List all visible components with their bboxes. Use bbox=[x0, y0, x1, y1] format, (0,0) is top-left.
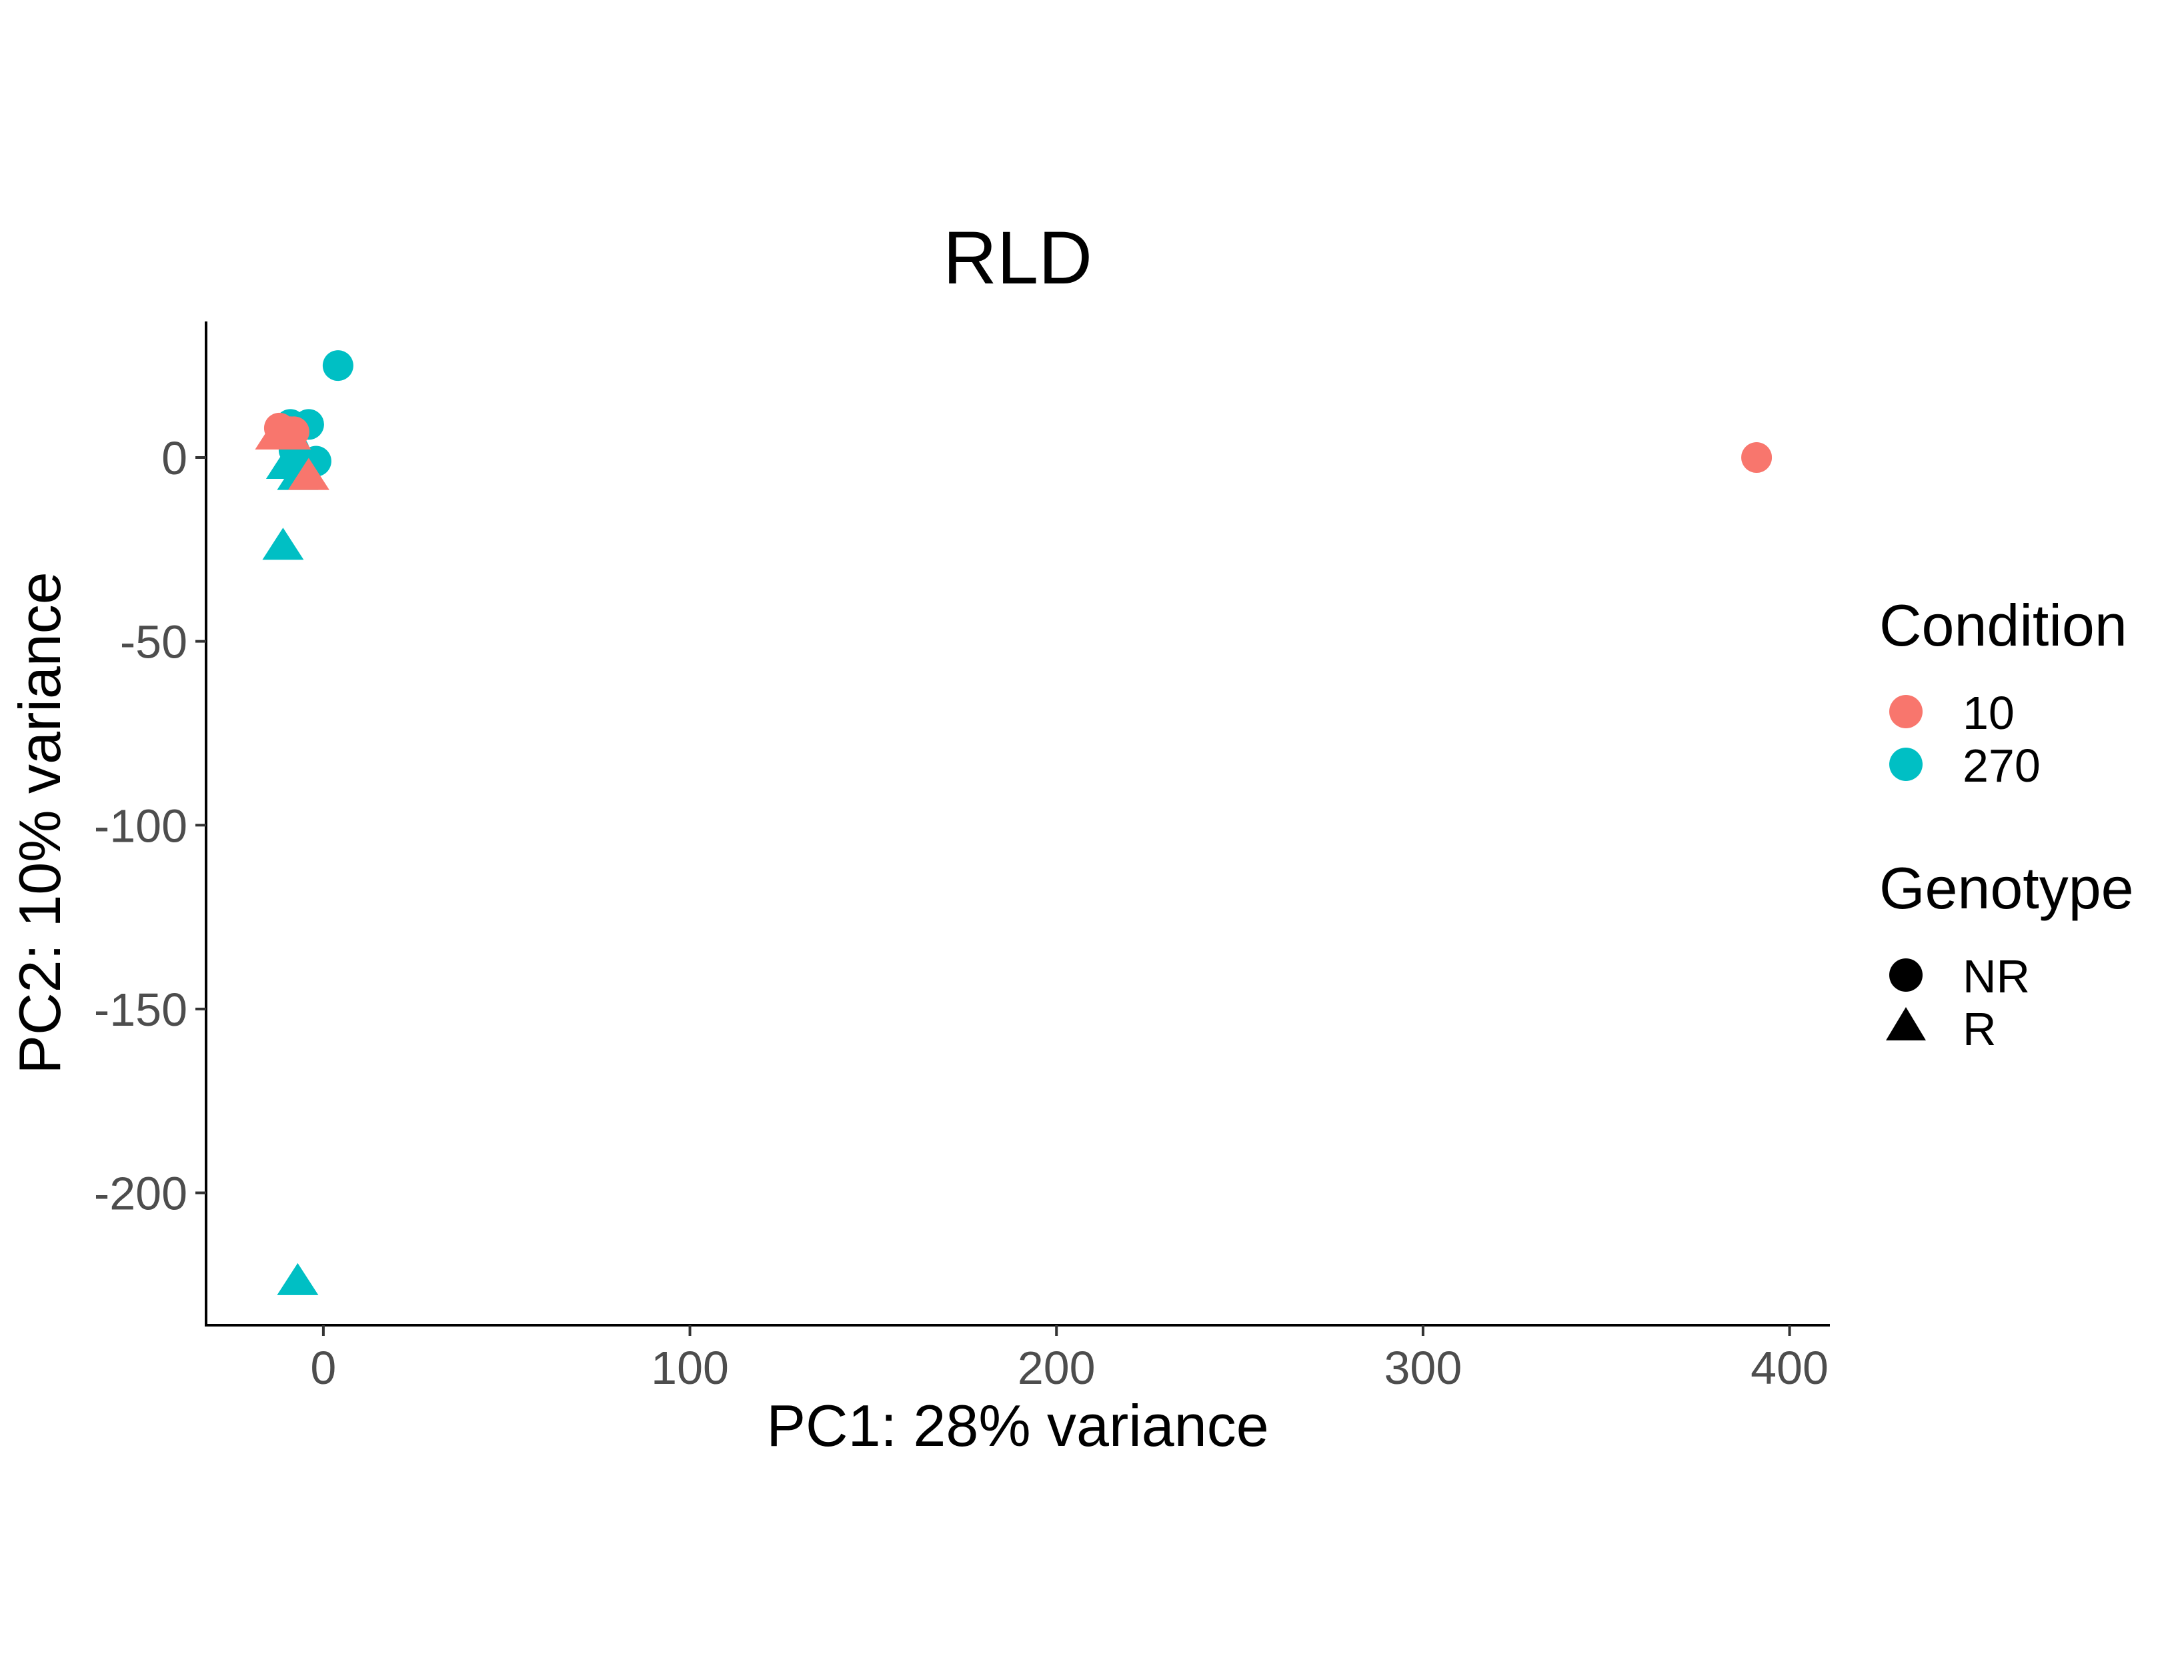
legend-nr-key bbox=[1889, 958, 1923, 992]
legend-r-key bbox=[1886, 1007, 1926, 1040]
y-tick-label: 0 bbox=[161, 432, 187, 484]
data-point-10-r bbox=[287, 458, 329, 490]
legend-genotype-title: Genotype bbox=[1879, 855, 2134, 921]
data-point-270-nr bbox=[322, 350, 353, 381]
x-tick-label: 0 bbox=[310, 1342, 336, 1394]
y-axis-title: PC2: 10% variance bbox=[7, 572, 73, 1074]
x-tick-label: 300 bbox=[1384, 1342, 1462, 1394]
legend-10-label: 10 bbox=[1963, 687, 2015, 739]
x-ticks: 0 100 200 300 400 bbox=[310, 1325, 1829, 1394]
legend-270-label: 270 bbox=[1963, 740, 2041, 792]
x-tick-label: 100 bbox=[651, 1342, 729, 1394]
legend: Condition 10 270 Genotype NR R bbox=[1879, 592, 2134, 1055]
y-tick-label: -200 bbox=[94, 1168, 187, 1220]
legend-r-label: R bbox=[1963, 1003, 1997, 1055]
legend-10-key bbox=[1889, 695, 1923, 728]
legend-nr-label: NR bbox=[1963, 950, 2030, 1002]
points-layer bbox=[255, 350, 1773, 1295]
data-point-270-r bbox=[277, 1263, 319, 1295]
legend-condition-title: Condition bbox=[1879, 592, 2127, 658]
y-tick-label: -100 bbox=[94, 800, 187, 852]
x-axis-title: PC1: 28% variance bbox=[766, 1393, 1268, 1459]
y-tick-label: -50 bbox=[120, 616, 187, 668]
y-ticks: 0 -50 -100 -150 -200 bbox=[94, 432, 206, 1220]
y-tick-label: -150 bbox=[94, 984, 187, 1036]
x-tick-label: 400 bbox=[1751, 1342, 1829, 1394]
x-tick-label: 200 bbox=[1018, 1342, 1096, 1394]
chart-title: RLD bbox=[943, 216, 1092, 299]
data-point-10-nr bbox=[1741, 442, 1773, 473]
data-point-270-r bbox=[262, 528, 304, 560]
data-point-10-nr bbox=[278, 416, 309, 448]
legend-270-key bbox=[1889, 748, 1923, 781]
